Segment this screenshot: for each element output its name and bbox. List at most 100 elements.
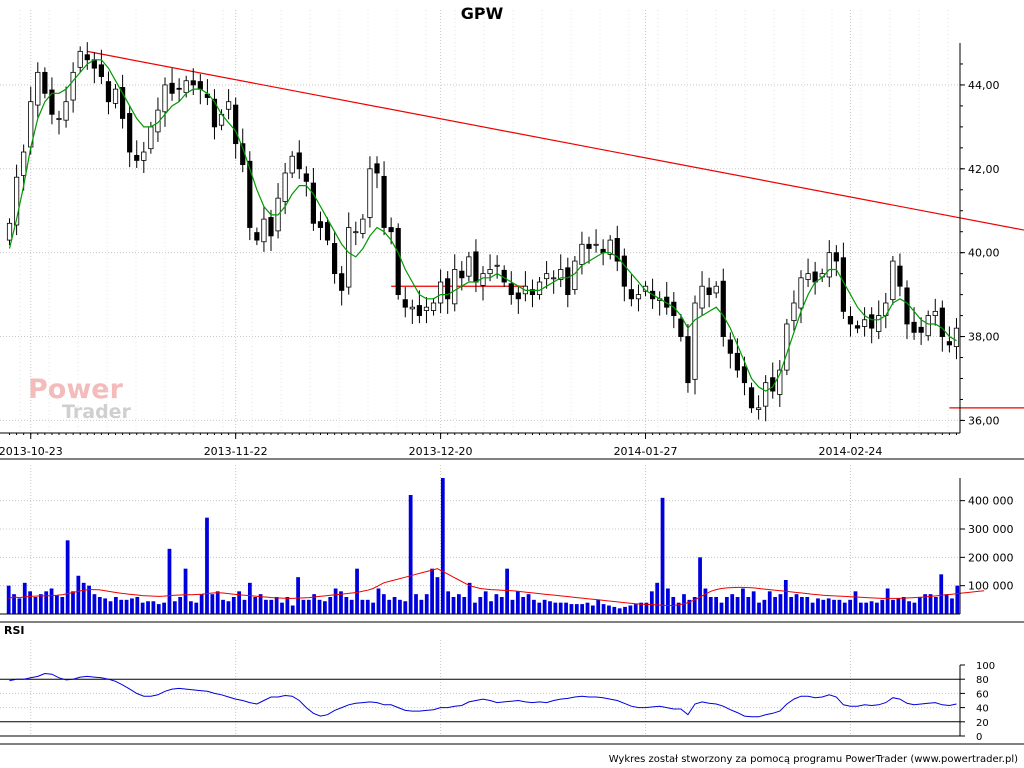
volume-bar [532,599,536,614]
volume-bar [457,594,461,614]
price-x-tick-label: 2014-01-27 [614,445,678,458]
candle-body [946,341,953,346]
volume-bar [848,599,853,614]
volume-bar [483,591,488,614]
volume-y-tick-label: 300 000 [968,523,1014,536]
candle-body [353,231,359,234]
volume-bar [617,608,622,614]
volume-bar [178,597,183,614]
volume-bar [864,602,869,614]
price-x-tick-label: 2013-11-22 [204,445,268,458]
volume-bar [596,599,601,614]
volume-bar [49,588,54,614]
watermark-logo: Power Trader [28,374,132,423]
candle-body [501,269,507,283]
volume-bar [735,597,740,614]
candle-body [840,257,847,312]
volume-bar [65,540,70,614]
volume-bar [419,599,424,614]
candle-body [727,339,733,354]
volume-bar [328,597,333,614]
volume-bar [6,585,11,614]
volume-bar [698,557,702,614]
volume-bar [392,597,397,614]
candle-body [706,287,712,296]
volume-bar [639,602,643,614]
price-y-tick-label: 44,00 [968,79,1000,92]
candle-body [805,273,811,280]
candle-body [826,252,832,278]
volume-bar [858,602,863,614]
volume-bar [789,597,794,614]
volume-bar [773,597,777,614]
candle-body [932,310,938,316]
volume-bar [569,604,574,614]
candle-body [317,221,324,228]
volume-bar [403,601,408,614]
candle-body [324,222,331,241]
price-x-tick-label: 2013-10-23 [0,445,63,458]
volume-bar [381,594,386,614]
volume-bar [473,602,477,614]
candle-body [536,281,543,296]
candle-body [49,89,55,115]
volume-bar [526,594,531,614]
volume-bar [349,599,354,614]
candle-body [225,101,232,110]
volume-bar [714,597,719,614]
volume-bar [462,597,467,614]
rsi-y-tick-label: 60 [976,689,989,700]
candle-body [98,64,104,77]
volume-bar [221,599,225,614]
candle-body [169,82,175,94]
volume-bar [17,598,22,614]
candle-body [925,315,931,337]
candle-body [508,283,514,296]
volume-bar [478,597,483,614]
price-x-tick-label: 2014-02-24 [818,445,882,458]
volume-bar [71,591,75,614]
candle-body [904,287,910,325]
volume-bar [440,478,445,614]
candle-body [459,270,465,279]
rsi-y-tick-label: 80 [976,675,989,686]
candle-body [84,54,90,61]
candle-body [862,319,868,327]
candle-body [254,232,260,241]
volume-bar [140,602,145,614]
volume-panel: 400 000 300 000 200 000 100 000 [0,458,1024,623]
candle-body [473,251,479,283]
chart-title: GPW [461,4,504,23]
volume-bar [205,517,209,614]
candle-body [233,104,239,145]
volume-bar [805,597,810,614]
candle-body [409,306,415,310]
volume-bar [451,597,456,614]
candle-body [346,227,352,288]
watermark-text-trader: Trader [62,401,132,423]
volume-bar [242,599,247,614]
volume-bar [92,594,97,614]
volume-bar [880,599,885,614]
candle-body [756,407,762,410]
volume-bar [896,598,901,614]
price-panel: 44,00 42,00 40,00 38,00 36,00 2013-10-23 2013-… [0,10,1024,458]
volume-bar [719,602,724,614]
candle-body [565,267,571,296]
volume-bar [939,574,944,614]
volume-bar [108,601,113,614]
volume-bar [424,594,429,614]
volume-bar [237,591,242,614]
volume-bar [371,602,376,614]
volume-bar [542,599,547,614]
price-y-tick-label: 40,00 [968,247,1000,260]
candle-body [685,336,691,384]
candle-body [381,175,387,228]
candle-body [748,387,755,409]
candle-body [445,278,451,300]
volume-bar [692,597,697,614]
trendline [87,50,1024,231]
candle-body [339,273,345,291]
volume-bar [676,602,681,614]
rsi-line [9,672,957,718]
